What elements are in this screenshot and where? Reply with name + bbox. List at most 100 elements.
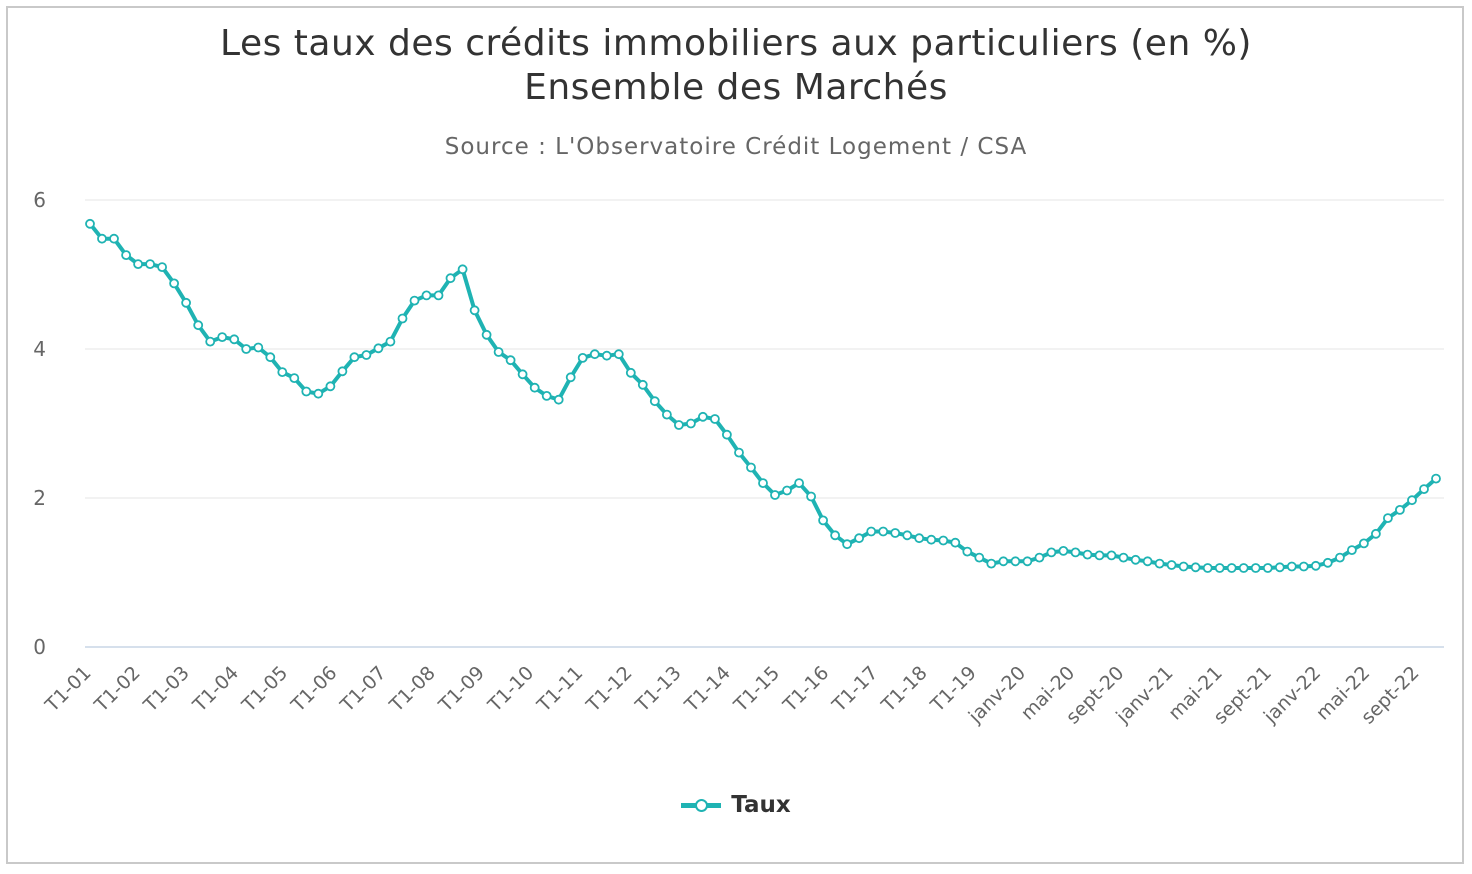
data-point[interactable]: [734, 447, 744, 458]
data-point[interactable]: [1383, 513, 1393, 523]
data-point[interactable]: [553, 394, 564, 405]
data-point[interactable]: [625, 367, 636, 378]
data-point[interactable]: [577, 352, 588, 363]
data-point[interactable]: [1431, 473, 1441, 484]
data-point[interactable]: [974, 552, 985, 563]
data-point[interactable]: [217, 332, 228, 343]
data-point[interactable]: [1154, 558, 1165, 569]
data-point[interactable]: [818, 515, 828, 526]
data-point[interactable]: [649, 396, 660, 407]
data-point[interactable]: [1322, 557, 1333, 568]
data-point[interactable]: [193, 320, 204, 331]
data-point[interactable]: [301, 386, 312, 397]
data-point[interactable]: [1202, 563, 1213, 573]
data-point[interactable]: [1130, 554, 1141, 565]
data-point[interactable]: [1058, 546, 1069, 556]
data-point[interactable]: [121, 250, 131, 261]
data-point[interactable]: [878, 526, 889, 537]
data-point[interactable]: [253, 342, 264, 353]
data-point[interactable]: [866, 526, 877, 537]
data-point[interactable]: [1034, 552, 1045, 563]
data-point[interactable]: [409, 295, 420, 306]
data-point[interactable]: [686, 418, 696, 429]
data-point[interactable]: [1395, 504, 1405, 515]
data-point[interactable]: [938, 535, 949, 546]
data-point[interactable]: [926, 534, 937, 545]
data-point[interactable]: [1082, 549, 1093, 560]
data-point[interactable]: [842, 539, 852, 550]
data-point[interactable]: [169, 278, 180, 289]
data-point[interactable]: [890, 528, 901, 538]
data-point[interactable]: [1142, 556, 1153, 567]
data-point[interactable]: [794, 478, 804, 489]
data-point[interactable]: [457, 264, 468, 275]
data-point[interactable]: [421, 290, 432, 301]
data-point[interactable]: [325, 381, 336, 392]
data-point[interactable]: [1178, 561, 1189, 572]
data-point[interactable]: [289, 373, 300, 384]
data-point[interactable]: [85, 218, 95, 229]
data-point[interactable]: [1214, 563, 1225, 573]
data-point[interactable]: [1238, 563, 1249, 573]
data-point[interactable]: [349, 352, 360, 363]
data-point[interactable]: [830, 530, 840, 541]
data-point[interactable]: [1310, 560, 1321, 571]
data-point[interactable]: [782, 485, 792, 496]
data-point[interactable]: [313, 388, 324, 399]
data-point[interactable]: [998, 556, 1009, 567]
data-point[interactable]: [722, 429, 732, 440]
data-point[interactable]: [469, 305, 480, 316]
data-point[interactable]: [241, 344, 252, 354]
data-point[interactable]: [205, 336, 216, 347]
data-point[interactable]: [854, 533, 864, 544]
data-point[interactable]: [361, 350, 372, 360]
data-point[interactable]: [1335, 552, 1345, 563]
data-point[interactable]: [1286, 561, 1297, 572]
data-point[interactable]: [133, 259, 144, 270]
data-point[interactable]: [1359, 538, 1369, 549]
data-point[interactable]: [1419, 484, 1429, 495]
data-point[interactable]: [1274, 562, 1285, 573]
data-point[interactable]: [637, 379, 648, 390]
data-point[interactable]: [529, 382, 540, 393]
data-point[interactable]: [1046, 547, 1057, 558]
data-point[interactable]: [1407, 495, 1417, 506]
series-taux[interactable]: [85, 218, 1441, 573]
data-point[interactable]: [397, 313, 408, 324]
data-point[interactable]: [109, 233, 119, 244]
data-point[interactable]: [1106, 550, 1117, 561]
data-point[interactable]: [1250, 563, 1261, 573]
data-point[interactable]: [698, 411, 708, 422]
data-point[interactable]: [337, 366, 348, 377]
data-point[interactable]: [265, 352, 276, 363]
data-point[interactable]: [1190, 562, 1201, 573]
data-point[interactable]: [1226, 563, 1237, 573]
data-point[interactable]: [902, 530, 913, 541]
data-point[interactable]: [662, 409, 672, 420]
data-point[interactable]: [806, 491, 816, 502]
data-point[interactable]: [986, 558, 997, 569]
data-point[interactable]: [950, 537, 961, 548]
data-point[interactable]: [541, 390, 552, 401]
data-point[interactable]: [1371, 528, 1381, 539]
series-line-taux[interactable]: [88, 222, 1438, 570]
data-point[interactable]: [674, 420, 684, 430]
data-point[interactable]: [710, 414, 720, 424]
data-point[interactable]: [746, 462, 756, 473]
data-point[interactable]: [493, 347, 504, 357]
data-point[interactable]: [1166, 560, 1177, 570]
data-point[interactable]: [1022, 556, 1033, 567]
data-point[interactable]: [1262, 563, 1273, 573]
data-point[interactable]: [385, 336, 396, 347]
data-point[interactable]: [277, 367, 288, 378]
data-point[interactable]: [373, 343, 384, 354]
data-point[interactable]: [157, 262, 168, 273]
data-point[interactable]: [758, 478, 768, 489]
data-point[interactable]: [1070, 547, 1081, 558]
data-point[interactable]: [433, 290, 444, 301]
data-point[interactable]: [1094, 550, 1105, 561]
data-point[interactable]: [565, 372, 576, 383]
data-point[interactable]: [1010, 556, 1021, 567]
legend-item-taux[interactable]: Taux: [681, 792, 791, 818]
data-point[interactable]: [589, 349, 600, 360]
